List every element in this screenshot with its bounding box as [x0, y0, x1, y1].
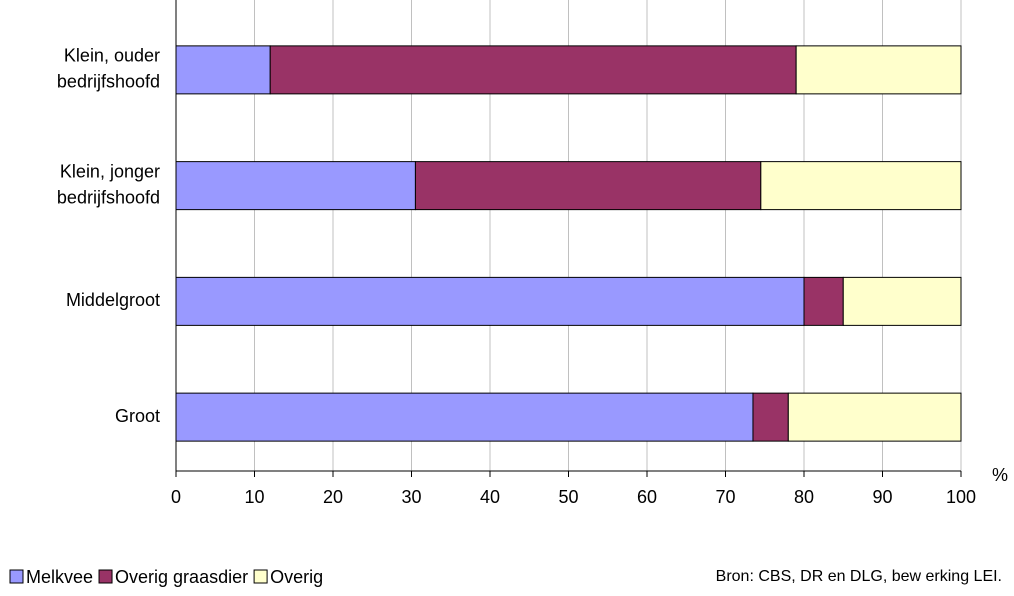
bar-segment: [175, 45, 271, 95]
bar-segment: [414, 161, 762, 211]
x-tick-label: 10: [244, 487, 264, 507]
bar-segment: [175, 392, 754, 442]
x-tick-label: 40: [480, 487, 500, 507]
y-tick-label: Klein, jonger: [60, 161, 160, 181]
x-tick-label: 50: [558, 487, 578, 507]
bar-segment: [175, 276, 805, 326]
x-tick-label: 70: [715, 487, 735, 507]
x-tick-label: 100: [946, 487, 976, 507]
y-tick-label: Klein, ouder: [64, 46, 160, 66]
bar-segment: [175, 161, 416, 211]
y-tick-label: Middelgroot: [66, 290, 160, 310]
x-tick-label: 60: [637, 487, 657, 507]
x-axis-label: %: [992, 465, 1008, 485]
bar-segment: [760, 161, 962, 211]
x-tick-label: 90: [872, 487, 892, 507]
legend-swatch: [9, 569, 24, 584]
y-tick-label: Groot: [115, 406, 160, 426]
y-tick-label: bedrijfshoofd: [57, 187, 160, 207]
bar-segment: [803, 276, 844, 326]
x-tick-label: 0: [171, 487, 181, 507]
bar-segment: [842, 276, 962, 326]
x-tick-label: 20: [323, 487, 343, 507]
bar-segment: [269, 45, 797, 95]
legend-swatch: [253, 569, 268, 584]
legend-label: Overig: [270, 567, 323, 587]
bar-segment: [795, 45, 962, 95]
bar-segment: [787, 392, 962, 442]
x-tick-label: 30: [401, 487, 421, 507]
legend-label: Melkvee: [26, 567, 93, 587]
legend-label: Overig graasdier: [115, 567, 248, 587]
bar-segment: [752, 392, 789, 442]
legend-swatch: [98, 569, 113, 584]
x-tick-label: 80: [794, 487, 814, 507]
source: Bron: CBS, DR en DLG, bew erking LEI.: [716, 568, 1002, 585]
y-tick-label: bedrijfshoofd: [57, 72, 160, 92]
